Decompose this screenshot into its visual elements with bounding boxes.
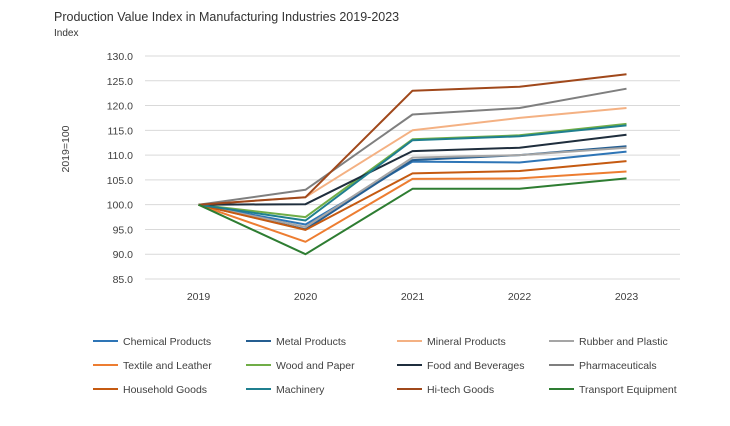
- series-line-food-and-beverages: [198, 133, 627, 206]
- y-tick-label: 125.0: [107, 76, 133, 88]
- x-tick-label: 2020: [294, 291, 318, 303]
- legend-label: Household Goods: [123, 384, 207, 396]
- x-tick-label: 2023: [615, 291, 639, 303]
- y-axis-ticks: 85.0 90.0 95.0 100.0 105.0 110.0 115.0 120.0 125…: [107, 51, 133, 286]
- legend-label: Transport Equipment: [579, 384, 677, 396]
- series-line-machinery: [198, 124, 627, 222]
- series-line-hi-tech-goods: [198, 73, 627, 206]
- series-line-textile-and-leather: [198, 170, 627, 243]
- y-tick-label: 95.0: [113, 224, 134, 236]
- y-axis-label: 2019=100: [60, 125, 72, 172]
- series-line-rubber-and-plastic: [198, 146, 627, 228]
- series-line-pharmaceuticals: [198, 87, 627, 206]
- x-axis-ticks: 2019 2020 2021 2022 2023: [187, 291, 639, 303]
- gridlines: [145, 55, 680, 280]
- series-line-transport-equipment: [198, 177, 627, 256]
- y-tick-label: 100.0: [107, 200, 133, 212]
- legend-label: Mineral Products: [427, 336, 506, 348]
- chart-subtitle: Index: [54, 28, 78, 39]
- legend-label: Food and Beverages: [427, 360, 524, 372]
- legend-item-rubber-and-plastic: Rubber and Plastic: [549, 336, 668, 348]
- legend-label: Machinery: [276, 384, 325, 396]
- legend-item-metal-products: Metal Products: [246, 336, 346, 348]
- y-tick-label: 105.0: [107, 175, 133, 187]
- legend-label: Rubber and Plastic: [579, 336, 668, 348]
- legend-item-textile-and-leather: Textile and Leather: [93, 360, 212, 372]
- y-tick-label: 85.0: [113, 274, 134, 286]
- legend-label: Chemical Products: [123, 336, 211, 348]
- legend-item-machinery: Machinery: [246, 384, 325, 396]
- legend: Chemical Products Metal Products Mineral P…: [93, 336, 677, 396]
- y-tick-label: 115.0: [108, 125, 134, 137]
- series-line-chemical-products: [198, 150, 627, 226]
- legend-label: Metal Products: [276, 336, 346, 348]
- series-line-mineral-products: [198, 107, 627, 206]
- x-tick-label: 2022: [508, 291, 532, 303]
- y-tick-label: 90.0: [113, 249, 134, 261]
- chart-title: Production Value Index in Manufacturing …: [54, 10, 399, 24]
- legend-label: Textile and Leather: [123, 360, 212, 372]
- legend-item-chemical-products: Chemical Products: [93, 336, 211, 348]
- legend-item-household-goods: Household Goods: [93, 384, 207, 396]
- x-tick-label: 2019: [187, 291, 211, 303]
- legend-item-pharmaceuticals: Pharmaceuticals: [549, 360, 657, 372]
- series-line-household-goods: [198, 160, 627, 231]
- x-tick-label: 2021: [401, 291, 425, 303]
- legend-item-mineral-products: Mineral Products: [397, 336, 506, 348]
- y-tick-label: 130.0: [107, 51, 133, 63]
- legend-item-food-and-beverages: Food and Beverages: [397, 360, 524, 372]
- legend-item-wood-and-paper: Wood and Paper: [246, 360, 355, 372]
- y-tick-label: 110.0: [108, 150, 134, 162]
- legend-item-hi-tech-goods: Hi-tech Goods: [397, 384, 494, 396]
- series-line-wood-and-paper: [198, 122, 627, 219]
- series-lines: [198, 73, 627, 256]
- legend-label: Wood and Paper: [276, 360, 355, 372]
- legend-label: Hi-tech Goods: [427, 384, 494, 396]
- legend-label: Pharmaceuticals: [579, 360, 657, 372]
- legend-item-transport-equipment: Transport Equipment: [549, 384, 677, 396]
- y-tick-label: 120.0: [107, 101, 133, 113]
